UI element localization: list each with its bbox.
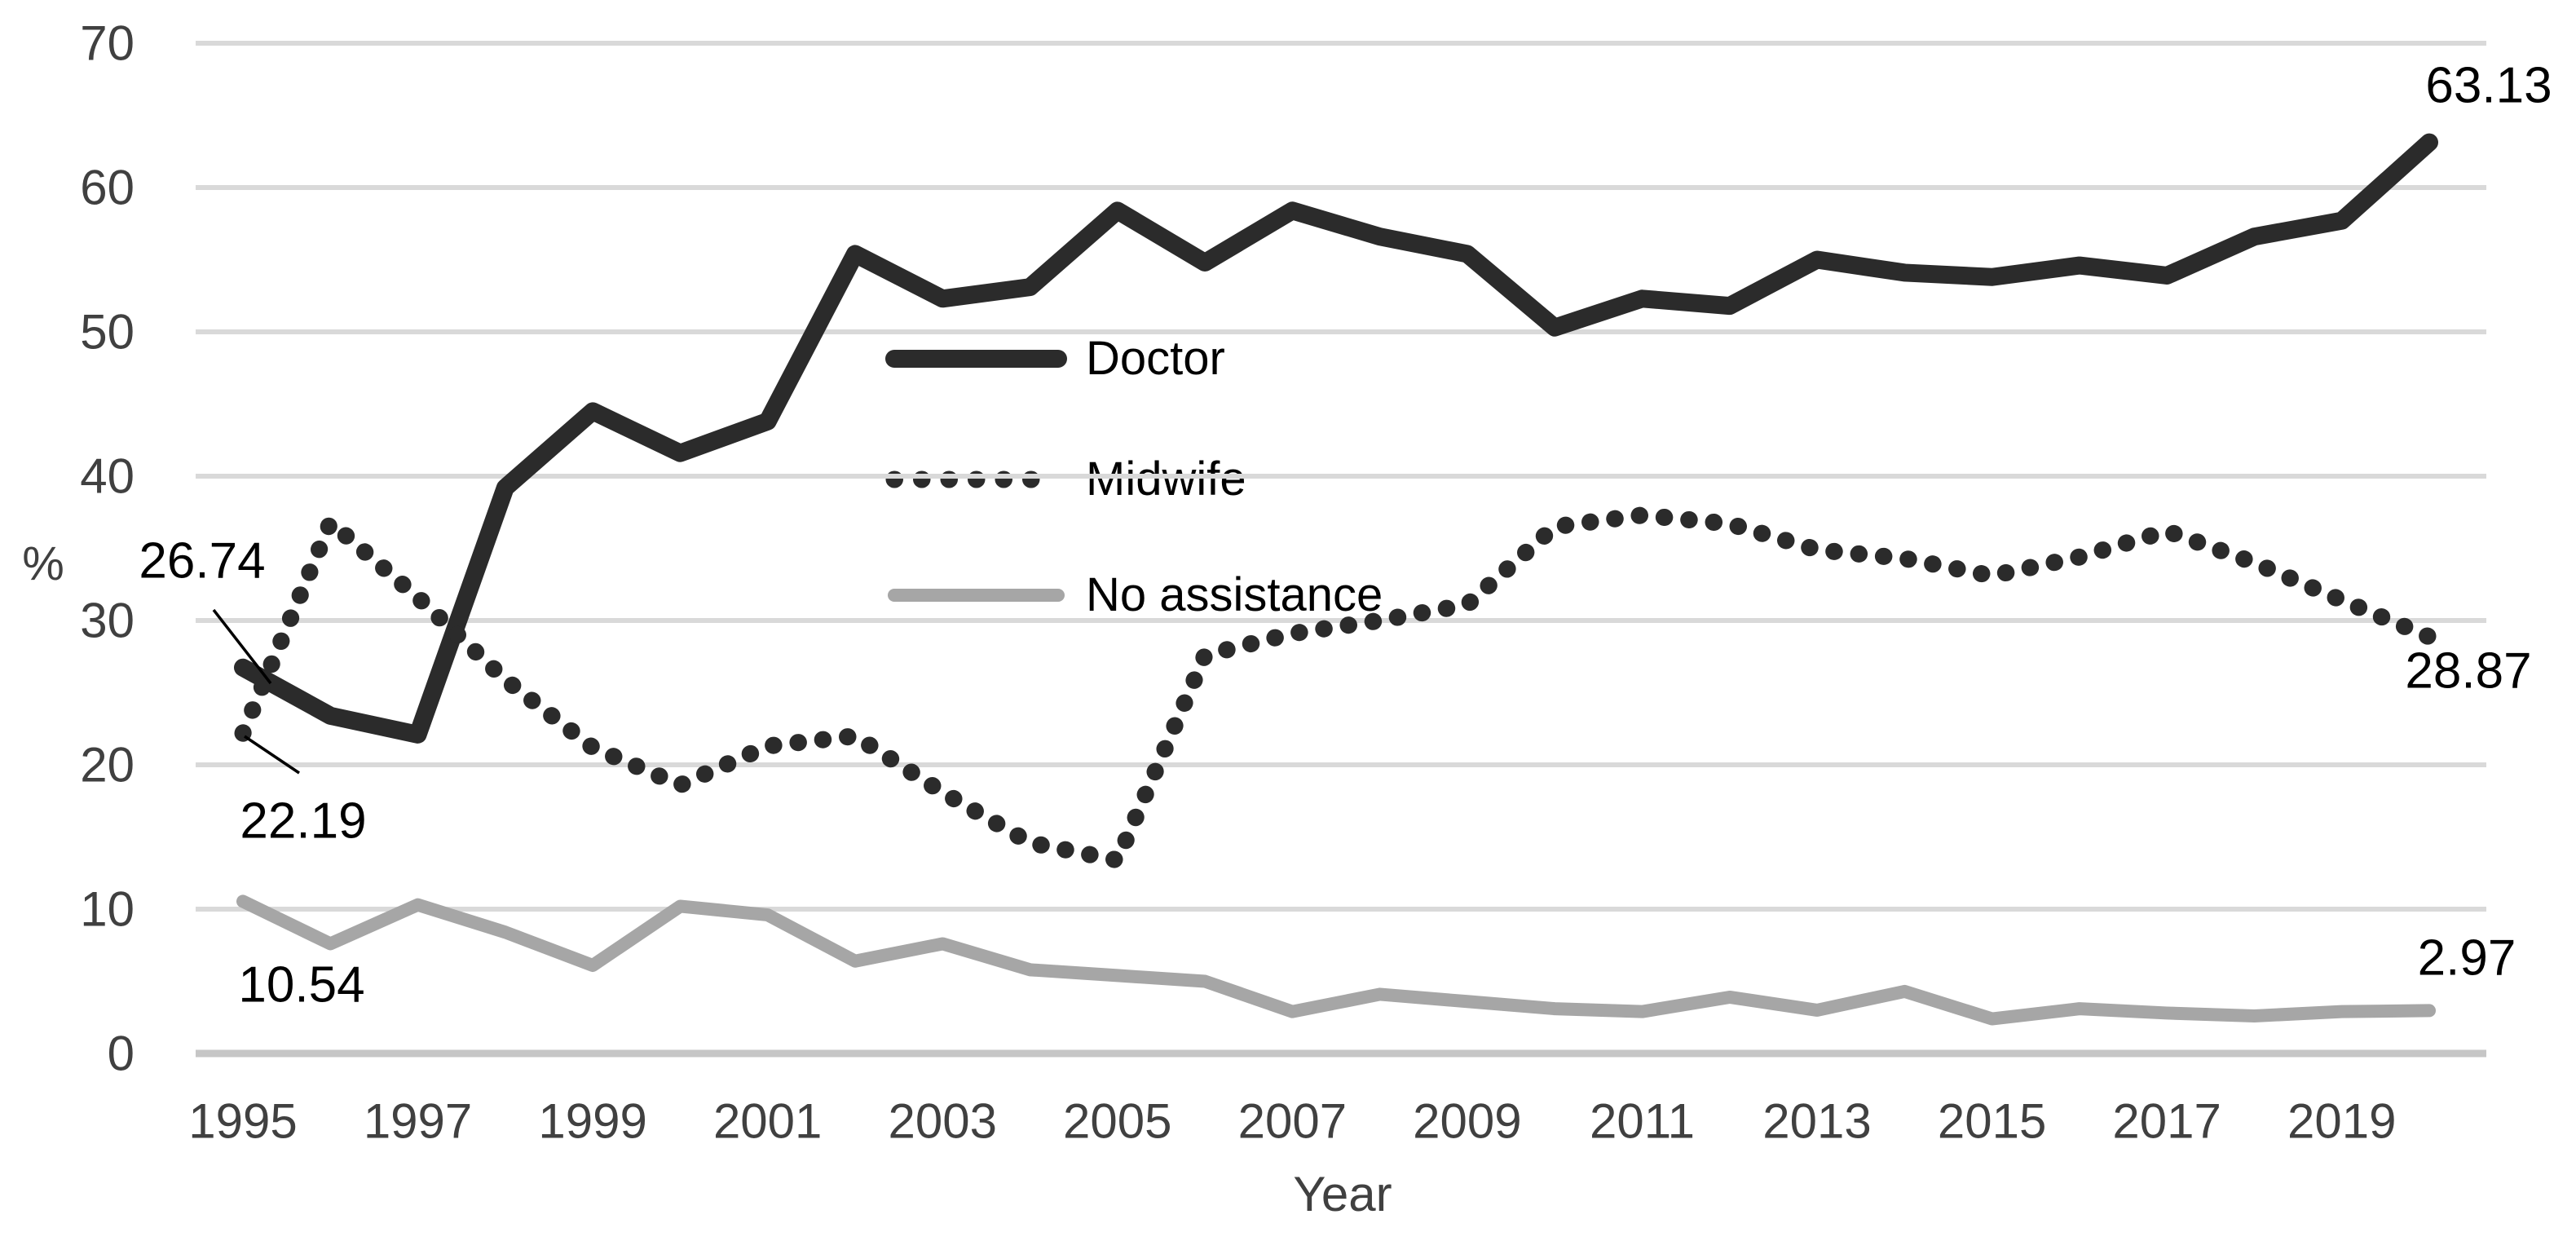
leader-line-midwife [244,735,300,775]
y-axis-tick-label: 50 [80,305,135,360]
legend-label-doctor: Doctor [1086,332,1225,385]
legend-item-no-assistance: No assistance [884,571,1383,620]
legend-label-no-assistance: No assistance [1086,568,1383,621]
x-axis-tick-label: 1997 [364,1094,472,1149]
doctor-line [234,133,2438,744]
x-axis-tick-label: 2011 [1590,1094,1695,1149]
legend-label-midwife: Midwife [1086,453,1246,506]
y-axis-tick-label: 30 [80,594,135,648]
data-label-no-assistance-1995: 10.54 [238,957,364,1014]
y-axis-tick-label: 70 [80,16,135,71]
data-label-doctor-2020: 63.13 [2425,58,2552,114]
y-axis-tick-label: 20 [80,738,135,793]
x-axis-tick-label: 2003 [888,1094,996,1149]
x-axis-title: Year [1293,1167,1392,1221]
y-axis-tick-label: 40 [80,449,135,504]
x-axis-tick-label: 2009 [1413,1094,1521,1149]
data-label-doctor-1995: 26.74 [139,533,265,590]
x-axis-tick-label: 2007 [1238,1094,1347,1149]
data-label-midwife-2020: 28.87 [2405,643,2531,700]
leader-line-doctor [212,608,272,685]
y-axis-tick-label: 60 [80,161,135,215]
no-assistance-line [236,894,2436,1026]
data-label-midwife-1995: 22.19 [240,793,366,850]
x-axis-tick-label: 2015 [1938,1094,2046,1149]
x-axis-tick-label: 2019 [2287,1094,2396,1149]
legend-item-midwife: Midwife [884,455,1246,504]
legend-item-doctor: Doctor [884,334,1225,383]
midwife-dotted-swatch-icon [885,470,1067,488]
x-axis-tick-label: 2013 [1762,1094,1871,1149]
y-axis-tick-label: 10 [80,882,135,937]
x-axis-tick-label: 1999 [538,1094,646,1149]
x-axis-tick-label: 2017 [2112,1094,2221,1149]
no-assistance-line-swatch-icon [888,589,1065,602]
x-axis-tick-label: 2001 [713,1094,822,1149]
x-axis-tick-label: 2005 [1063,1094,1171,1149]
data-label-no-assistance-2020: 2.97 [2418,930,2516,987]
doctor-line-swatch-icon [885,350,1067,368]
x-axis-tick-label: 1995 [188,1094,297,1149]
y-axis-tick-label: 0 [108,1027,135,1081]
y-axis-unit-label: % [22,537,64,590]
midwife-line [234,506,2438,869]
